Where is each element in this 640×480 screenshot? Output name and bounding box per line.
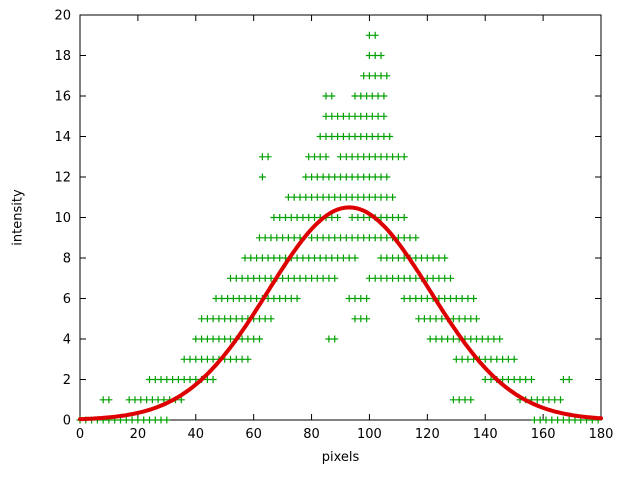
- svg-text:160: 160: [531, 427, 556, 442]
- svg-text:14: 14: [54, 130, 71, 145]
- svg-text:100: 100: [357, 427, 382, 442]
- svg-text:8: 8: [63, 252, 71, 267]
- svg-text:60: 60: [245, 427, 262, 442]
- x-axis-title: pixels: [321, 450, 360, 465]
- y-axis-title: intensity: [10, 189, 26, 246]
- svg-text:0: 0: [63, 414, 71, 429]
- svg-text:12: 12: [54, 171, 71, 186]
- svg-text:40: 40: [188, 427, 205, 442]
- svg-text:10: 10: [54, 211, 71, 226]
- svg-text:20: 20: [130, 427, 147, 442]
- svg-text:120: 120: [415, 427, 440, 442]
- svg-text:16: 16: [54, 90, 71, 105]
- svg-text:0: 0: [76, 427, 84, 442]
- svg-text:140: 140: [473, 427, 498, 442]
- svg-text:18: 18: [54, 49, 71, 64]
- svg-text:80: 80: [303, 427, 320, 442]
- svg-text:4: 4: [63, 333, 71, 348]
- svg-text:6: 6: [63, 292, 71, 307]
- svg-text:180: 180: [589, 427, 614, 442]
- svg-text:2: 2: [63, 373, 71, 388]
- svg-text:20: 20: [54, 9, 71, 24]
